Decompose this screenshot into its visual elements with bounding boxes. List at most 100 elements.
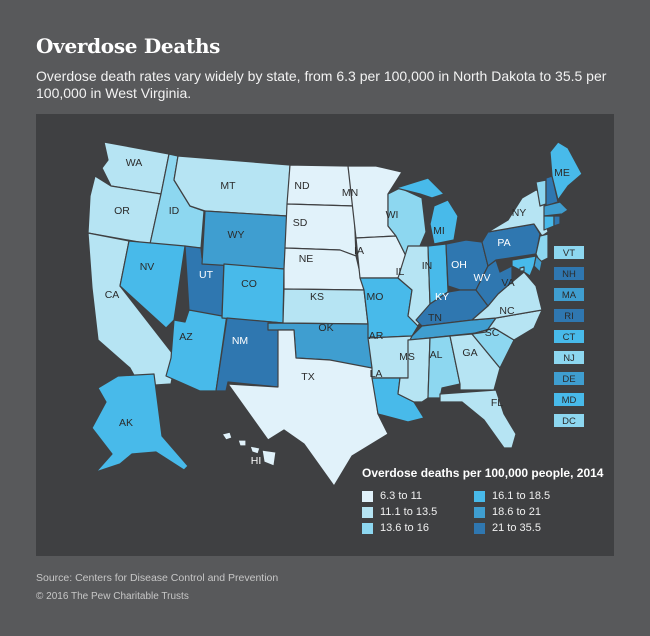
state-ct[interactable]: [543, 215, 555, 231]
label-tx: TX: [301, 371, 314, 383]
label-fl: FL: [491, 397, 503, 409]
state-fl[interactable]: [439, 389, 517, 449]
label-mt: MT: [220, 180, 236, 192]
legend-item: 13.6 to 16: [362, 522, 470, 534]
label-ne: NE: [299, 253, 314, 265]
small-state-box-ct[interactable]: [554, 330, 584, 343]
small-state-de[interactable]: DE: [554, 372, 584, 385]
label-sd: SD: [293, 217, 308, 229]
label-mi: MI: [433, 225, 445, 237]
state-md[interactable]: [511, 255, 537, 277]
state-dc[interactable]: [519, 266, 525, 272]
state-wy[interactable]: [201, 210, 288, 270]
small-state-md[interactable]: MD: [554, 393, 584, 406]
state-nj[interactable]: [535, 233, 549, 263]
legend-swatch: [474, 522, 485, 534]
label-me: ME: [554, 167, 570, 179]
legend-items: 6.3 to 11 16.1 to 18.5 11.1 to 13.5 18.6 to…: [362, 490, 602, 534]
legend-item: 16.1 to 18.5: [474, 490, 584, 502]
label-wa: WA: [126, 157, 143, 169]
small-state-label-ct: CT: [563, 332, 576, 343]
state-me[interactable]: [549, 141, 583, 201]
page-title: Overdose Deaths: [36, 34, 221, 58]
small-state-dc[interactable]: DC: [554, 414, 584, 427]
small-state-label-dc: DC: [562, 416, 576, 427]
legend-label: 6.3 to 11: [380, 490, 422, 502]
small-state-box-dc[interactable]: [554, 414, 584, 427]
small-state-box-nh[interactable]: [554, 267, 584, 280]
label-hi: HI: [251, 455, 262, 467]
legend-swatch: [362, 506, 373, 518]
state-ne[interactable]: [283, 247, 365, 291]
small-state-box-vt[interactable]: [554, 246, 584, 259]
states-layer: [87, 141, 583, 487]
state-mi[interactable]: [395, 177, 459, 245]
small-state-box-md[interactable]: [554, 393, 584, 406]
small-state-nh[interactable]: NH: [554, 267, 584, 280]
small-state-ma[interactable]: MA: [554, 288, 584, 301]
state-nv[interactable]: [119, 240, 186, 329]
legend-item: 18.6 to 21: [474, 506, 584, 518]
small-state-ri[interactable]: RI: [554, 309, 584, 322]
us-map: WA OR CA ID NV AZ UT MT WY CO NM ND SD N…: [87, 141, 584, 487]
legend-label: 18.6 to 21: [492, 506, 541, 518]
state-ri[interactable]: [553, 215, 561, 227]
small-state-label-md: MD: [562, 395, 577, 406]
small-state-box-de[interactable]: [554, 372, 584, 385]
small-state-boxes: VT NH MA RI CT NJ DE MD DC: [554, 246, 584, 427]
label-wy: WY: [228, 229, 245, 241]
small-state-label-vt: VT: [563, 248, 575, 259]
legend-label: 21 to 35.5: [492, 522, 541, 534]
label-id: ID: [169, 205, 180, 217]
label-al: AL: [430, 349, 443, 361]
label-mn: MN: [342, 187, 358, 199]
legend-swatch: [362, 490, 373, 502]
legend-title: Overdose deaths per 100,000 people, 2014: [362, 466, 604, 480]
label-ia: IA: [354, 245, 364, 257]
label-ms: MS: [399, 351, 415, 363]
label-ok: OK: [318, 322, 333, 334]
legend-swatch: [474, 506, 485, 518]
label-nc: NC: [499, 305, 515, 317]
label-co: CO: [241, 278, 257, 290]
label-ar: AR: [369, 330, 384, 342]
copyright-note: © 2016 The Pew Charitable Trusts: [36, 591, 189, 602]
label-nm: NM: [232, 335, 248, 347]
label-az: AZ: [179, 331, 193, 343]
small-state-label-ri: RI: [564, 311, 574, 322]
small-state-ct[interactable]: CT: [554, 330, 584, 343]
label-va: VA: [501, 277, 514, 289]
small-state-nj[interactable]: NJ: [554, 351, 584, 364]
small-state-vt[interactable]: VT: [554, 246, 584, 259]
label-ky: KY: [435, 291, 449, 303]
small-state-box-ri[interactable]: [554, 309, 584, 322]
state-ks[interactable]: [282, 288, 369, 325]
page-subtitle: Overdose death rates vary widely by stat…: [36, 68, 607, 101]
legend: Overdose deaths per 100,000 people, 2014…: [362, 466, 604, 534]
state-hi[interactable]: [221, 431, 277, 467]
small-state-label-ma: MA: [562, 290, 577, 301]
label-in: IN: [422, 260, 433, 272]
label-mo: MO: [367, 291, 384, 303]
state-ma[interactable]: [543, 201, 569, 217]
label-il: IL: [396, 266, 405, 278]
label-wv: WV: [474, 272, 491, 284]
label-pa: PA: [497, 237, 510, 249]
label-ks: KS: [310, 291, 324, 303]
label-or: OR: [114, 205, 130, 217]
label-ca: CA: [105, 289, 120, 301]
state-tx[interactable]: [227, 329, 389, 487]
state-co[interactable]: [221, 263, 285, 324]
small-state-box-nj[interactable]: [554, 351, 584, 364]
legend-item: 6.3 to 11: [362, 490, 470, 502]
legend-item: 11.1 to 13.5: [362, 506, 470, 518]
label-tn: TN: [428, 312, 442, 324]
state-ak[interactable]: [91, 373, 189, 473]
small-state-box-ma[interactable]: [554, 288, 584, 301]
source-note: Source: Centers for Disease Control and …: [36, 572, 279, 584]
legend-label: 11.1 to 13.5: [380, 506, 438, 518]
label-nd: ND: [294, 180, 310, 192]
label-ak: AK: [119, 417, 133, 429]
legend-swatch: [474, 490, 485, 502]
label-ga: GA: [462, 347, 477, 359]
